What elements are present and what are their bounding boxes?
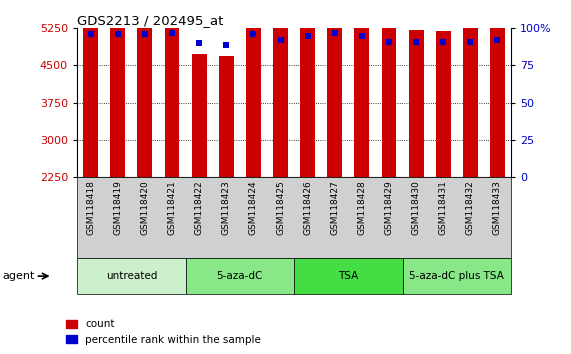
- Text: 5-aza-dC: 5-aza-dC: [216, 271, 263, 281]
- Text: GSM118419: GSM118419: [113, 181, 122, 235]
- Text: GSM118420: GSM118420: [140, 181, 150, 235]
- Text: agent: agent: [3, 271, 35, 281]
- Text: GSM118422: GSM118422: [195, 181, 204, 235]
- Bar: [436, 31, 451, 177]
- Point: [167, 30, 176, 36]
- Text: GSM118428: GSM118428: [357, 181, 367, 235]
- Bar: [246, 15, 261, 177]
- Text: GSM118427: GSM118427: [330, 181, 339, 235]
- Bar: [192, 53, 207, 177]
- Point: [303, 33, 312, 39]
- Bar: [83, 0, 98, 177]
- Point: [384, 39, 393, 45]
- Point: [140, 32, 150, 37]
- Bar: [381, 15, 396, 177]
- Text: GSM118423: GSM118423: [222, 181, 231, 235]
- Text: GSM118418: GSM118418: [86, 181, 95, 235]
- Point: [222, 42, 231, 47]
- Bar: [409, 30, 424, 177]
- Point: [113, 32, 122, 37]
- Point: [195, 40, 204, 46]
- Text: GSM118430: GSM118430: [412, 181, 421, 235]
- Text: GSM118429: GSM118429: [384, 181, 393, 235]
- Text: 5-aza-dC plus TSA: 5-aza-dC plus TSA: [409, 271, 504, 281]
- Bar: [164, 0, 179, 177]
- Bar: [273, 19, 288, 177]
- Point: [249, 32, 258, 37]
- Text: GSM118424: GSM118424: [249, 181, 258, 235]
- Text: GDS2213 / 202495_at: GDS2213 / 202495_at: [77, 14, 223, 27]
- Text: GSM118425: GSM118425: [276, 181, 285, 235]
- Point: [466, 39, 475, 45]
- Bar: [327, 0, 342, 177]
- Bar: [490, 27, 505, 177]
- Bar: [219, 56, 234, 177]
- Point: [493, 38, 502, 43]
- Text: GSM118421: GSM118421: [167, 181, 176, 235]
- Bar: [110, 0, 125, 177]
- Point: [357, 33, 367, 39]
- Bar: [463, 25, 478, 177]
- Point: [330, 30, 339, 36]
- Point: [86, 32, 95, 37]
- Text: GSM118432: GSM118432: [466, 181, 475, 235]
- Point: [439, 39, 448, 45]
- Point: [276, 38, 285, 43]
- Text: GSM118426: GSM118426: [303, 181, 312, 235]
- Text: untreated: untreated: [106, 271, 157, 281]
- Bar: [355, 0, 369, 177]
- Bar: [300, 0, 315, 177]
- Text: GSM118431: GSM118431: [439, 181, 448, 235]
- Text: GSM118433: GSM118433: [493, 181, 502, 235]
- Text: TSA: TSA: [338, 271, 359, 281]
- Point: [412, 39, 421, 45]
- Bar: [138, 0, 152, 177]
- Legend: count, percentile rank within the sample: count, percentile rank within the sample: [62, 315, 266, 349]
